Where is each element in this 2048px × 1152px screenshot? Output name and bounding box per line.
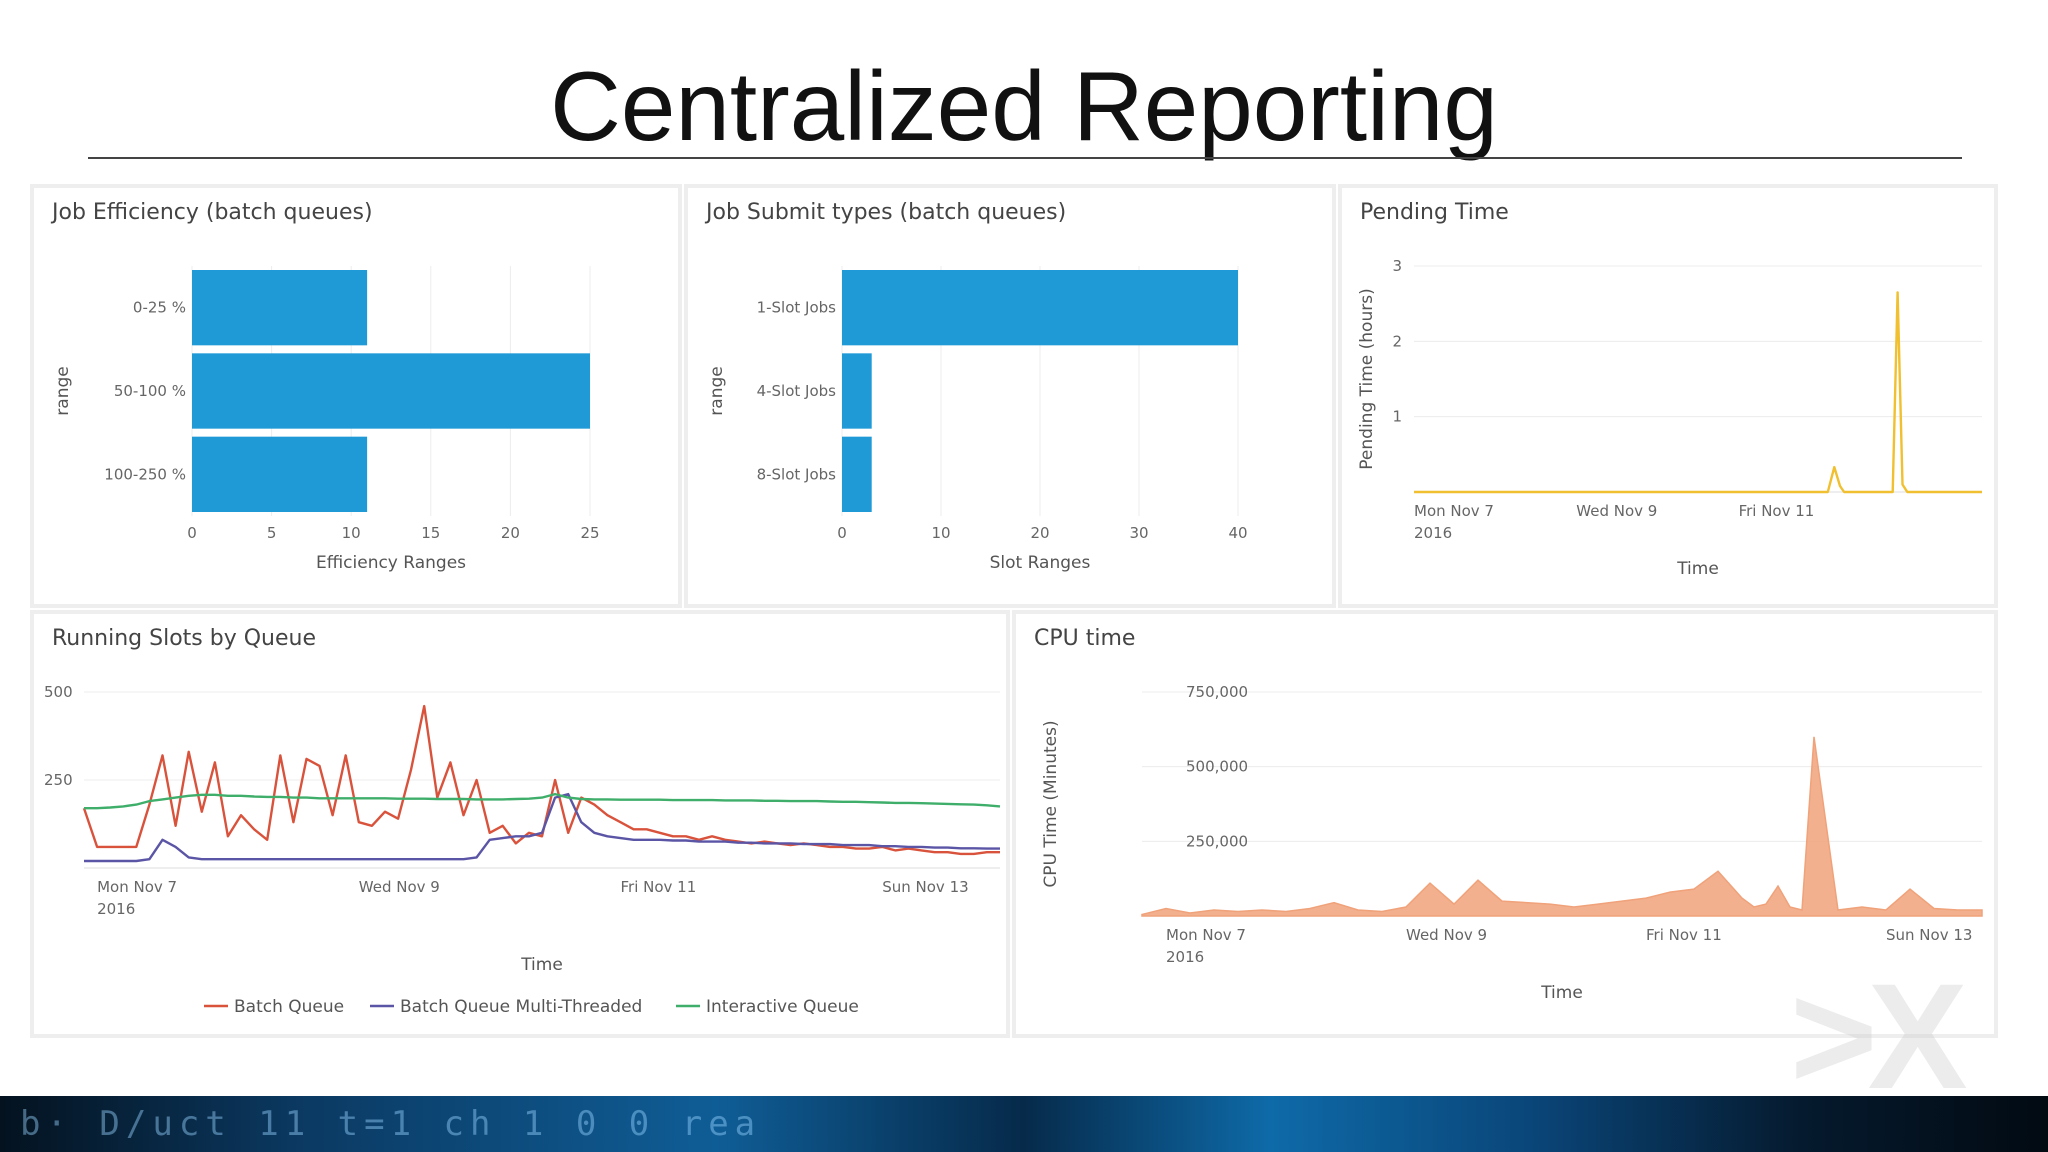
x-tick-label: 10 [931, 524, 950, 542]
x-tick-label: 25 [580, 524, 599, 542]
bar [192, 270, 368, 346]
x-tick-label: Fri Nov 11 [1739, 502, 1815, 520]
x-axis-title: Time [520, 955, 563, 975]
y-tick-label: 250 [44, 771, 73, 789]
y-axis-title: CPU Time (Minutes) [1041, 720, 1061, 887]
x-axis-title: Slot Ranges [990, 553, 1091, 573]
y-tick-label: 0-25 % [133, 299, 186, 317]
y-tick-label: 500,000 [1186, 758, 1248, 776]
x-tick-label: Fri Nov 11 [621, 878, 697, 896]
y-tick-label: 250,000 [1186, 832, 1248, 850]
panel-pending-time: Pending Time 1 2 3 Mon Nov 7 2016 Wed Nov 9 Fr… [1338, 184, 1998, 608]
x-tick-label: 2016 [1166, 948, 1204, 966]
x-axis-title: Time [1540, 983, 1583, 1003]
running-slots-chart: 250 500 Mon Nov 7 2016 Wed Nov 9 Fri Nov 11 Su… [44, 683, 1001, 1017]
x-tick-label: 0 [187, 524, 197, 542]
bar [842, 353, 872, 429]
x-tick-label: Wed Nov 9 [359, 878, 440, 896]
x-tick-label: 10 [342, 524, 361, 542]
y-tick-label: 1-Slot Jobs [757, 299, 837, 317]
legend-label: Interactive Queue [706, 997, 859, 1017]
job-efficiency-chart: 0 5 10 15 20 25 0-25 % 50-100 % 100-250 % Efficie… [53, 266, 600, 573]
bar [842, 270, 1238, 346]
panel-title: Job Submit types (batch queues) [706, 200, 1067, 225]
x-tick-label: Wed Nov 9 [1406, 926, 1487, 944]
y-tick-label: 100-250 % [104, 465, 186, 483]
title-divider [88, 157, 1962, 159]
x-tick-label: 5 [267, 524, 277, 542]
x-tick-label: 30 [1129, 524, 1148, 542]
x-tick-label: 20 [1030, 524, 1049, 542]
footer-banner: b· D/uct 11 t=1 ch 1 0 0 rea [0, 1096, 2048, 1152]
y-tick-label: 2 [1392, 332, 1402, 350]
bar [842, 436, 872, 512]
series-area [1141, 736, 1983, 917]
bar [192, 436, 368, 512]
x-tick-label: 40 [1228, 524, 1247, 542]
y-axis-title: range [53, 366, 73, 415]
panel-title: Pending Time [1360, 200, 1509, 225]
y-tick-label: 500 [44, 683, 73, 701]
x-tick-label: Sun Nov 13 [882, 878, 968, 896]
y-tick-label: 1 [1392, 408, 1402, 426]
x-axis-title: Efficiency Ranges [316, 553, 466, 573]
x-tick-label: 15 [421, 524, 440, 542]
series-line [82, 704, 1000, 856]
y-tick-label: 750,000 [1186, 683, 1248, 701]
x-axis-title: Time [1676, 559, 1719, 579]
x-tick-label: Fri Nov 11 [1646, 926, 1722, 944]
slide-title: Centralized Reporting [550, 51, 1498, 161]
y-tick-label: 3 [1392, 257, 1402, 275]
x-tick-label: Wed Nov 9 [1576, 502, 1657, 520]
y-axis-title: range [707, 366, 727, 415]
legend-label: Batch Queue Multi-Threaded [400, 997, 642, 1017]
series-line [84, 792, 1001, 810]
x-tick-label: Mon Nov 7 [97, 878, 177, 896]
y-tick-label: 50-100 % [114, 382, 186, 400]
cpu-time-chart: 250,000 500,000 750,000 Mon Nov 7 2016 Wed No… [1041, 683, 1983, 1003]
legend-label: Batch Queue [234, 997, 344, 1017]
panel-title: Running Slots by Queue [52, 626, 317, 651]
panel-running-slots: Running Slots by Queue 250 500 Mon Nov 7 20… [30, 610, 1010, 1038]
footer-glyphs: b· D/uct 11 t=1 ch 1 0 0 rea [20, 1104, 762, 1144]
y-tick-label: 8-Slot Jobs [757, 465, 837, 483]
x-tick-label: 2016 [97, 900, 135, 918]
pending-time-chart: 1 2 3 Mon Nov 7 2016 Wed Nov 9 Fri Nov 11 Time P… [1357, 257, 1982, 579]
x-tick-label: 20 [501, 524, 520, 542]
series-line [84, 792, 1000, 863]
panel-job-efficiency: Job Efficiency (batch queues) 0 5 10 15 20 25… [30, 184, 682, 608]
bar [192, 353, 590, 429]
job-submit-chart: 0 10 20 30 40 1-Slot Jobs 4-Slot Jobs 8-Slot Jo… [707, 266, 1248, 573]
panel-title: Job Efficiency (batch queues) [52, 200, 373, 225]
series-line [1414, 291, 1982, 494]
panel-job-submit-types: Job Submit types (batch queues) 0 10 20 30 4… [684, 184, 1336, 608]
y-axis-title: Pending Time (hours) [1357, 288, 1377, 469]
watermark-logo: >X [1790, 952, 1968, 1120]
x-tick-label: Mon Nov 7 [1414, 502, 1494, 520]
x-tick-label: 2016 [1414, 524, 1452, 542]
x-tick-label: 0 [837, 524, 847, 542]
x-tick-label: Sun Nov 13 [1886, 926, 1972, 944]
y-tick-label: 4-Slot Jobs [757, 382, 837, 400]
panel-title: CPU time [1034, 626, 1136, 651]
x-tick-label: Mon Nov 7 [1166, 926, 1246, 944]
